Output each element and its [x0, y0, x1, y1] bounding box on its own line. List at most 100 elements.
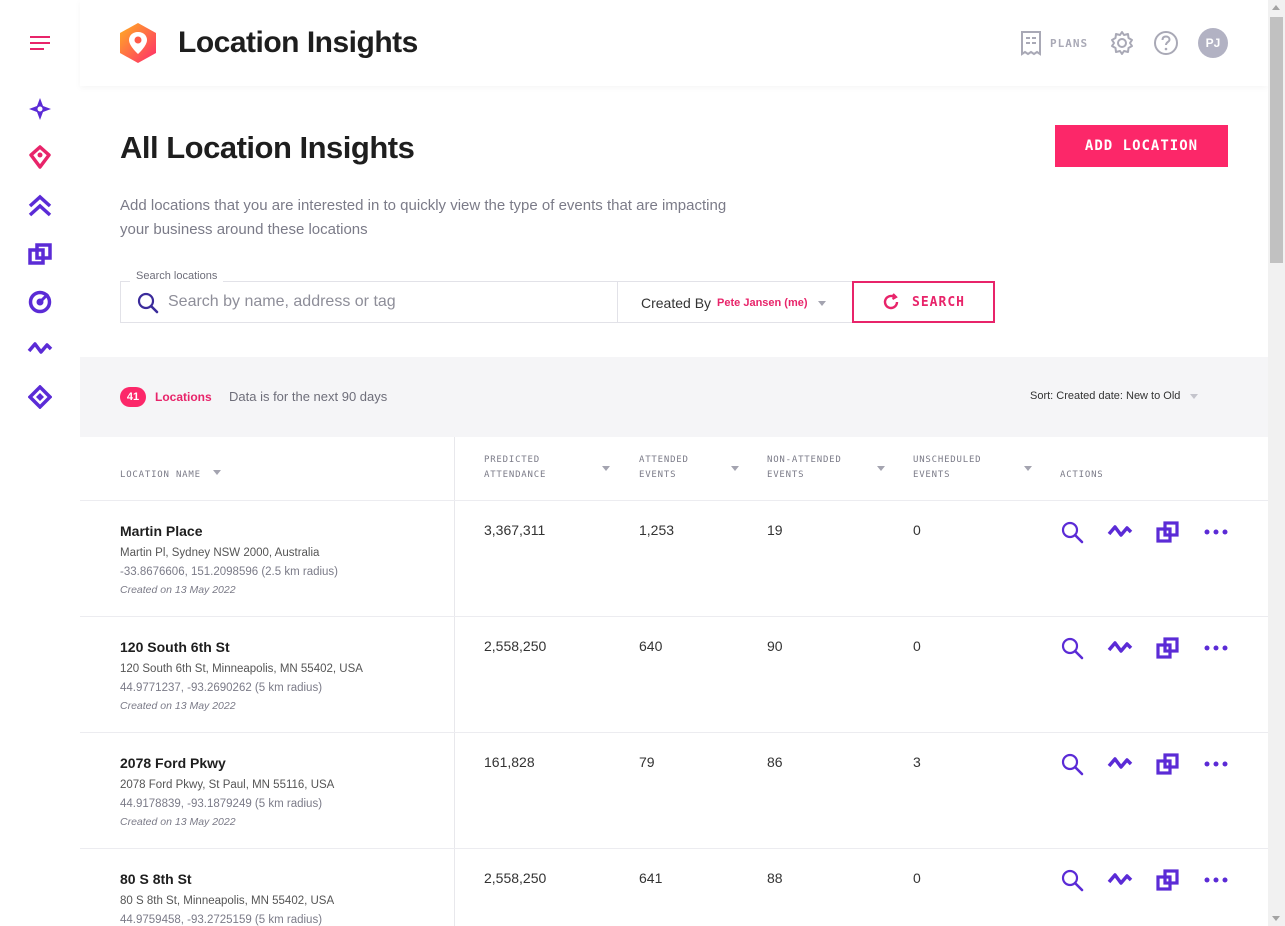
trend-icon[interactable] — [1107, 635, 1133, 661]
diamond-icon[interactable] — [26, 383, 54, 411]
search-icon[interactable] — [1059, 519, 1085, 545]
created-by-value: Pete Jansen (me) — [717, 297, 808, 309]
trend-icon[interactable] — [1107, 519, 1133, 545]
sort-caret-icon[interactable] — [731, 466, 739, 471]
overlap-squares-icon[interactable] — [1155, 751, 1181, 777]
header-non-attended-events[interactable]: NON-ATTENDED EVENTS — [767, 453, 842, 483]
trend-icon[interactable] — [1107, 751, 1133, 777]
non-attended-events-value: 90 — [767, 638, 783, 654]
app-logo-icon — [118, 22, 158, 64]
created-by-dropdown[interactable]: Created By Pete Jansen (me) — [641, 295, 826, 311]
column-divider — [454, 437, 455, 926]
sort-caret-icon[interactable] — [1024, 466, 1032, 471]
header-predicted-attendance[interactable]: PREDICTED ATTENDANCE — [484, 453, 546, 483]
table-row[interactable]: 80 S 8th St 80 S 8th St, Minneapolis, MN… — [80, 848, 1268, 926]
location-created-date: Created on 13 May 2022 — [120, 700, 236, 712]
sort-caret-icon[interactable] — [877, 466, 885, 471]
header-location-name[interactable]: LOCATION NAME — [120, 468, 222, 483]
scroll-up-arrow-icon[interactable] — [1272, 5, 1280, 10]
search-icon — [136, 291, 160, 320]
overlap-squares-icon[interactable] — [1155, 867, 1181, 893]
overlap-squares-icon[interactable] — [1155, 635, 1181, 661]
header-attended-events[interactable]: ATTENDED EVENTS — [639, 453, 689, 483]
summary-band — [80, 357, 1268, 437]
trend-icon[interactable] — [1107, 867, 1133, 893]
search-legend: Search locations — [130, 270, 224, 282]
header-predicted-line2: ATTENDANCE — [484, 470, 547, 480]
help-icon[interactable] — [1153, 30, 1179, 61]
location-name[interactable]: 2078 Ford Pkwy — [120, 755, 226, 771]
refresh-icon — [883, 293, 899, 310]
header-attended-line2: EVENTS — [639, 470, 677, 480]
more-icon[interactable] — [1203, 867, 1229, 893]
location-count-label: Locations — [155, 390, 212, 404]
location-coordinates: 44.9178839, -93.1879249 (5 km radius) — [120, 798, 323, 810]
app-title: Location Insights — [178, 26, 418, 59]
search-icon[interactable] — [1059, 635, 1085, 661]
created-by-label: Created By — [641, 295, 712, 311]
sparkle-icon[interactable] — [26, 95, 54, 123]
overlap-squares-icon[interactable] — [1155, 519, 1181, 545]
double-chevron-up-icon[interactable] — [26, 192, 54, 220]
plans-link[interactable]: PLANS — [1020, 30, 1088, 56]
non-attended-events-value: 19 — [767, 522, 783, 538]
search-icon[interactable] — [1059, 867, 1085, 893]
location-coordinates: 44.9771237, -93.2690262 (5 km radius) — [120, 682, 323, 694]
location-address: Martin Pl, Sydney NSW 2000, Australia — [120, 547, 320, 559]
plans-icon — [1021, 31, 1041, 56]
location-coordinates: 44.9759458, -93.2725159 (5 km radius) — [120, 914, 323, 926]
attended-events-value: 641 — [639, 870, 663, 886]
more-icon[interactable] — [1203, 635, 1229, 661]
header-unscheduled-events[interactable]: UNSCHEDULED EVENTS — [913, 453, 981, 483]
chevron-down-icon — [1190, 393, 1199, 399]
scroll-down-arrow-icon[interactable] — [1272, 916, 1280, 921]
location-address: 80 S 8th St, Minneapolis, MN 55402, USA — [120, 895, 335, 907]
table-row[interactable]: Martin Place Martin Pl, Sydney NSW 2000,… — [80, 500, 1268, 616]
attended-events-value: 1,253 — [639, 522, 675, 538]
sort-caret-icon[interactable] — [602, 466, 610, 471]
non-attended-events-value: 88 — [767, 870, 783, 886]
scrollbar-thumb[interactable] — [1270, 17, 1283, 263]
header-attended-line1: ATTENDED — [639, 455, 689, 465]
header-unscheduled-line2: EVENTS — [913, 470, 951, 480]
header-unscheduled-line1: UNSCHEDULED — [913, 455, 982, 465]
predicted-attendance-value: 3,367,311 — [484, 522, 546, 538]
header-actions: ACTIONS — [1060, 470, 1104, 480]
unscheduled-events-value: 0 — [913, 870, 921, 886]
target-icon[interactable] — [26, 288, 54, 316]
sort-dropdown[interactable]: Sort: Created date: New to Old — [1030, 390, 1199, 402]
menu-icon[interactable] — [26, 29, 54, 57]
predicted-attendance-value: 161,828 — [484, 754, 535, 770]
location-pin-icon[interactable] — [26, 143, 54, 171]
table-row[interactable]: 120 South 6th St 120 South 6th St, Minne… — [80, 616, 1268, 732]
sort-caret-icon — [213, 470, 222, 475]
unscheduled-events-value: 3 — [913, 754, 921, 770]
search-button[interactable]: SEARCH — [852, 281, 995, 323]
predicted-attendance-value: 2,558,250 — [484, 870, 547, 886]
search-icon[interactable] — [1059, 751, 1085, 777]
avatar[interactable]: PJ — [1198, 28, 1228, 58]
overlap-squares-icon[interactable] — [26, 240, 54, 268]
locations-table: LOCATION NAME PREDICTED ATTENDANCE ATTEN… — [80, 437, 1268, 926]
chevron-down-icon — [817, 300, 826, 306]
search-button-label: SEARCH — [912, 294, 965, 310]
trend-icon[interactable] — [26, 335, 54, 363]
unscheduled-events-value: 0 — [913, 638, 921, 654]
search-input[interactable] — [168, 289, 598, 315]
location-name[interactable]: 120 South 6th St — [120, 639, 230, 655]
location-name[interactable]: Martin Place — [120, 523, 203, 539]
location-name[interactable]: 80 S 8th St — [120, 871, 192, 887]
table-row[interactable]: 2078 Ford Pkwy 2078 Ford Pkwy, St Paul, … — [80, 732, 1268, 848]
location-created-date: Created on 13 May 2022 — [120, 816, 236, 828]
gear-icon[interactable] — [1109, 30, 1135, 61]
header-location-name-label: LOCATION NAME — [120, 470, 201, 480]
more-icon[interactable] — [1203, 751, 1229, 777]
add-location-button[interactable]: ADD LOCATION — [1055, 125, 1228, 167]
more-icon[interactable] — [1203, 519, 1229, 545]
header-predicted-line1: PREDICTED — [484, 455, 540, 465]
header-non-attended-line2: EVENTS — [767, 470, 805, 480]
location-address: 2078 Ford Pkwy, St Paul, MN 55116, USA — [120, 779, 335, 791]
page-description: Add locations that you are interested in… — [120, 197, 727, 238]
location-address: 120 South 6th St, Minneapolis, MN 55402,… — [120, 663, 363, 675]
vertical-scrollbar[interactable] — [1268, 0, 1285, 926]
